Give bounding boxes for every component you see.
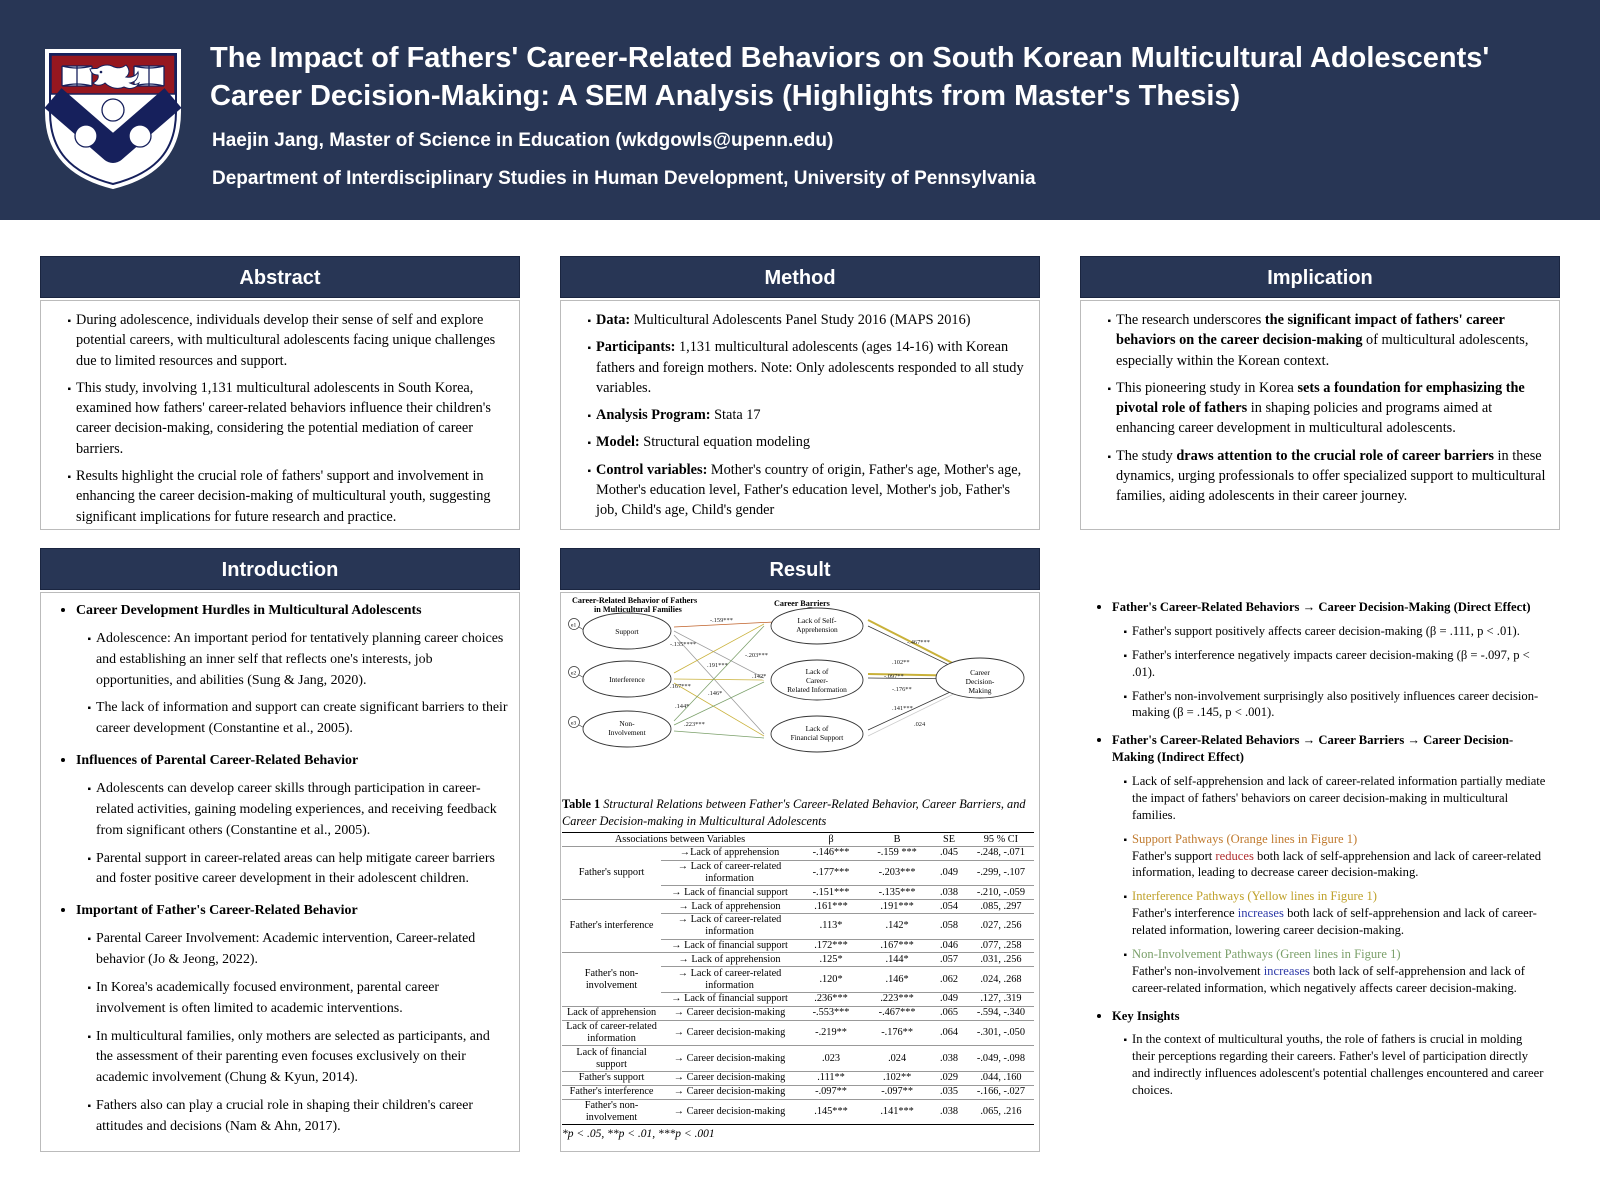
svg-text:Career Barriers: Career Barriers (774, 599, 830, 608)
svg-text:-.159***: -.159*** (710, 617, 733, 624)
svg-text:Apprehension: Apprehension (796, 625, 838, 634)
svg-text:Non-: Non- (619, 719, 635, 728)
svg-text:.146*: .146* (708, 690, 722, 697)
svg-text:Career-: Career- (806, 676, 829, 685)
svg-text:-.097**: -.097** (884, 673, 904, 680)
svg-text:Lack of: Lack of (806, 667, 829, 676)
svg-text:Making: Making (969, 686, 992, 695)
svg-text:e3: e3 (571, 721, 576, 727)
svg-text:.223***: .223*** (684, 721, 705, 728)
svg-text:.142*: .142* (752, 673, 766, 680)
svg-text:.167***: .167*** (670, 683, 691, 690)
svg-text:.144*: .144* (675, 703, 689, 710)
svg-text:.102**: .102** (892, 659, 910, 666)
svg-text:in Multicultural Families: in Multicultural Families (594, 605, 682, 614)
svg-text:Career: Career (970, 668, 990, 677)
svg-text:e2: e2 (571, 671, 576, 677)
svg-text:Involvement: Involvement (608, 728, 646, 737)
svg-text:-.176**: -.176** (892, 686, 912, 693)
svg-text:-.467***: -.467*** (907, 639, 930, 646)
svg-text:Lack of: Lack of (806, 724, 829, 733)
svg-text:Lack of Self-: Lack of Self- (798, 616, 838, 625)
svg-text:Related Information: Related Information (787, 685, 847, 694)
svg-text:Support: Support (615, 627, 639, 636)
svg-text:Career-Related Behavior of Fat: Career-Related Behavior of Fathers (572, 596, 697, 605)
svg-text:.191***: .191*** (707, 662, 728, 669)
svg-text:Financial Support: Financial Support (791, 733, 845, 742)
svg-text:e1: e1 (571, 623, 576, 629)
svg-text:-.135****: -.135**** (670, 641, 696, 648)
svg-text:.141***: .141*** (892, 705, 913, 712)
svg-text:.024: .024 (914, 721, 926, 728)
svg-text:Decision-: Decision- (966, 677, 995, 686)
svg-text:-.203***: -.203*** (745, 652, 768, 659)
svg-text:Interference: Interference (609, 675, 645, 684)
